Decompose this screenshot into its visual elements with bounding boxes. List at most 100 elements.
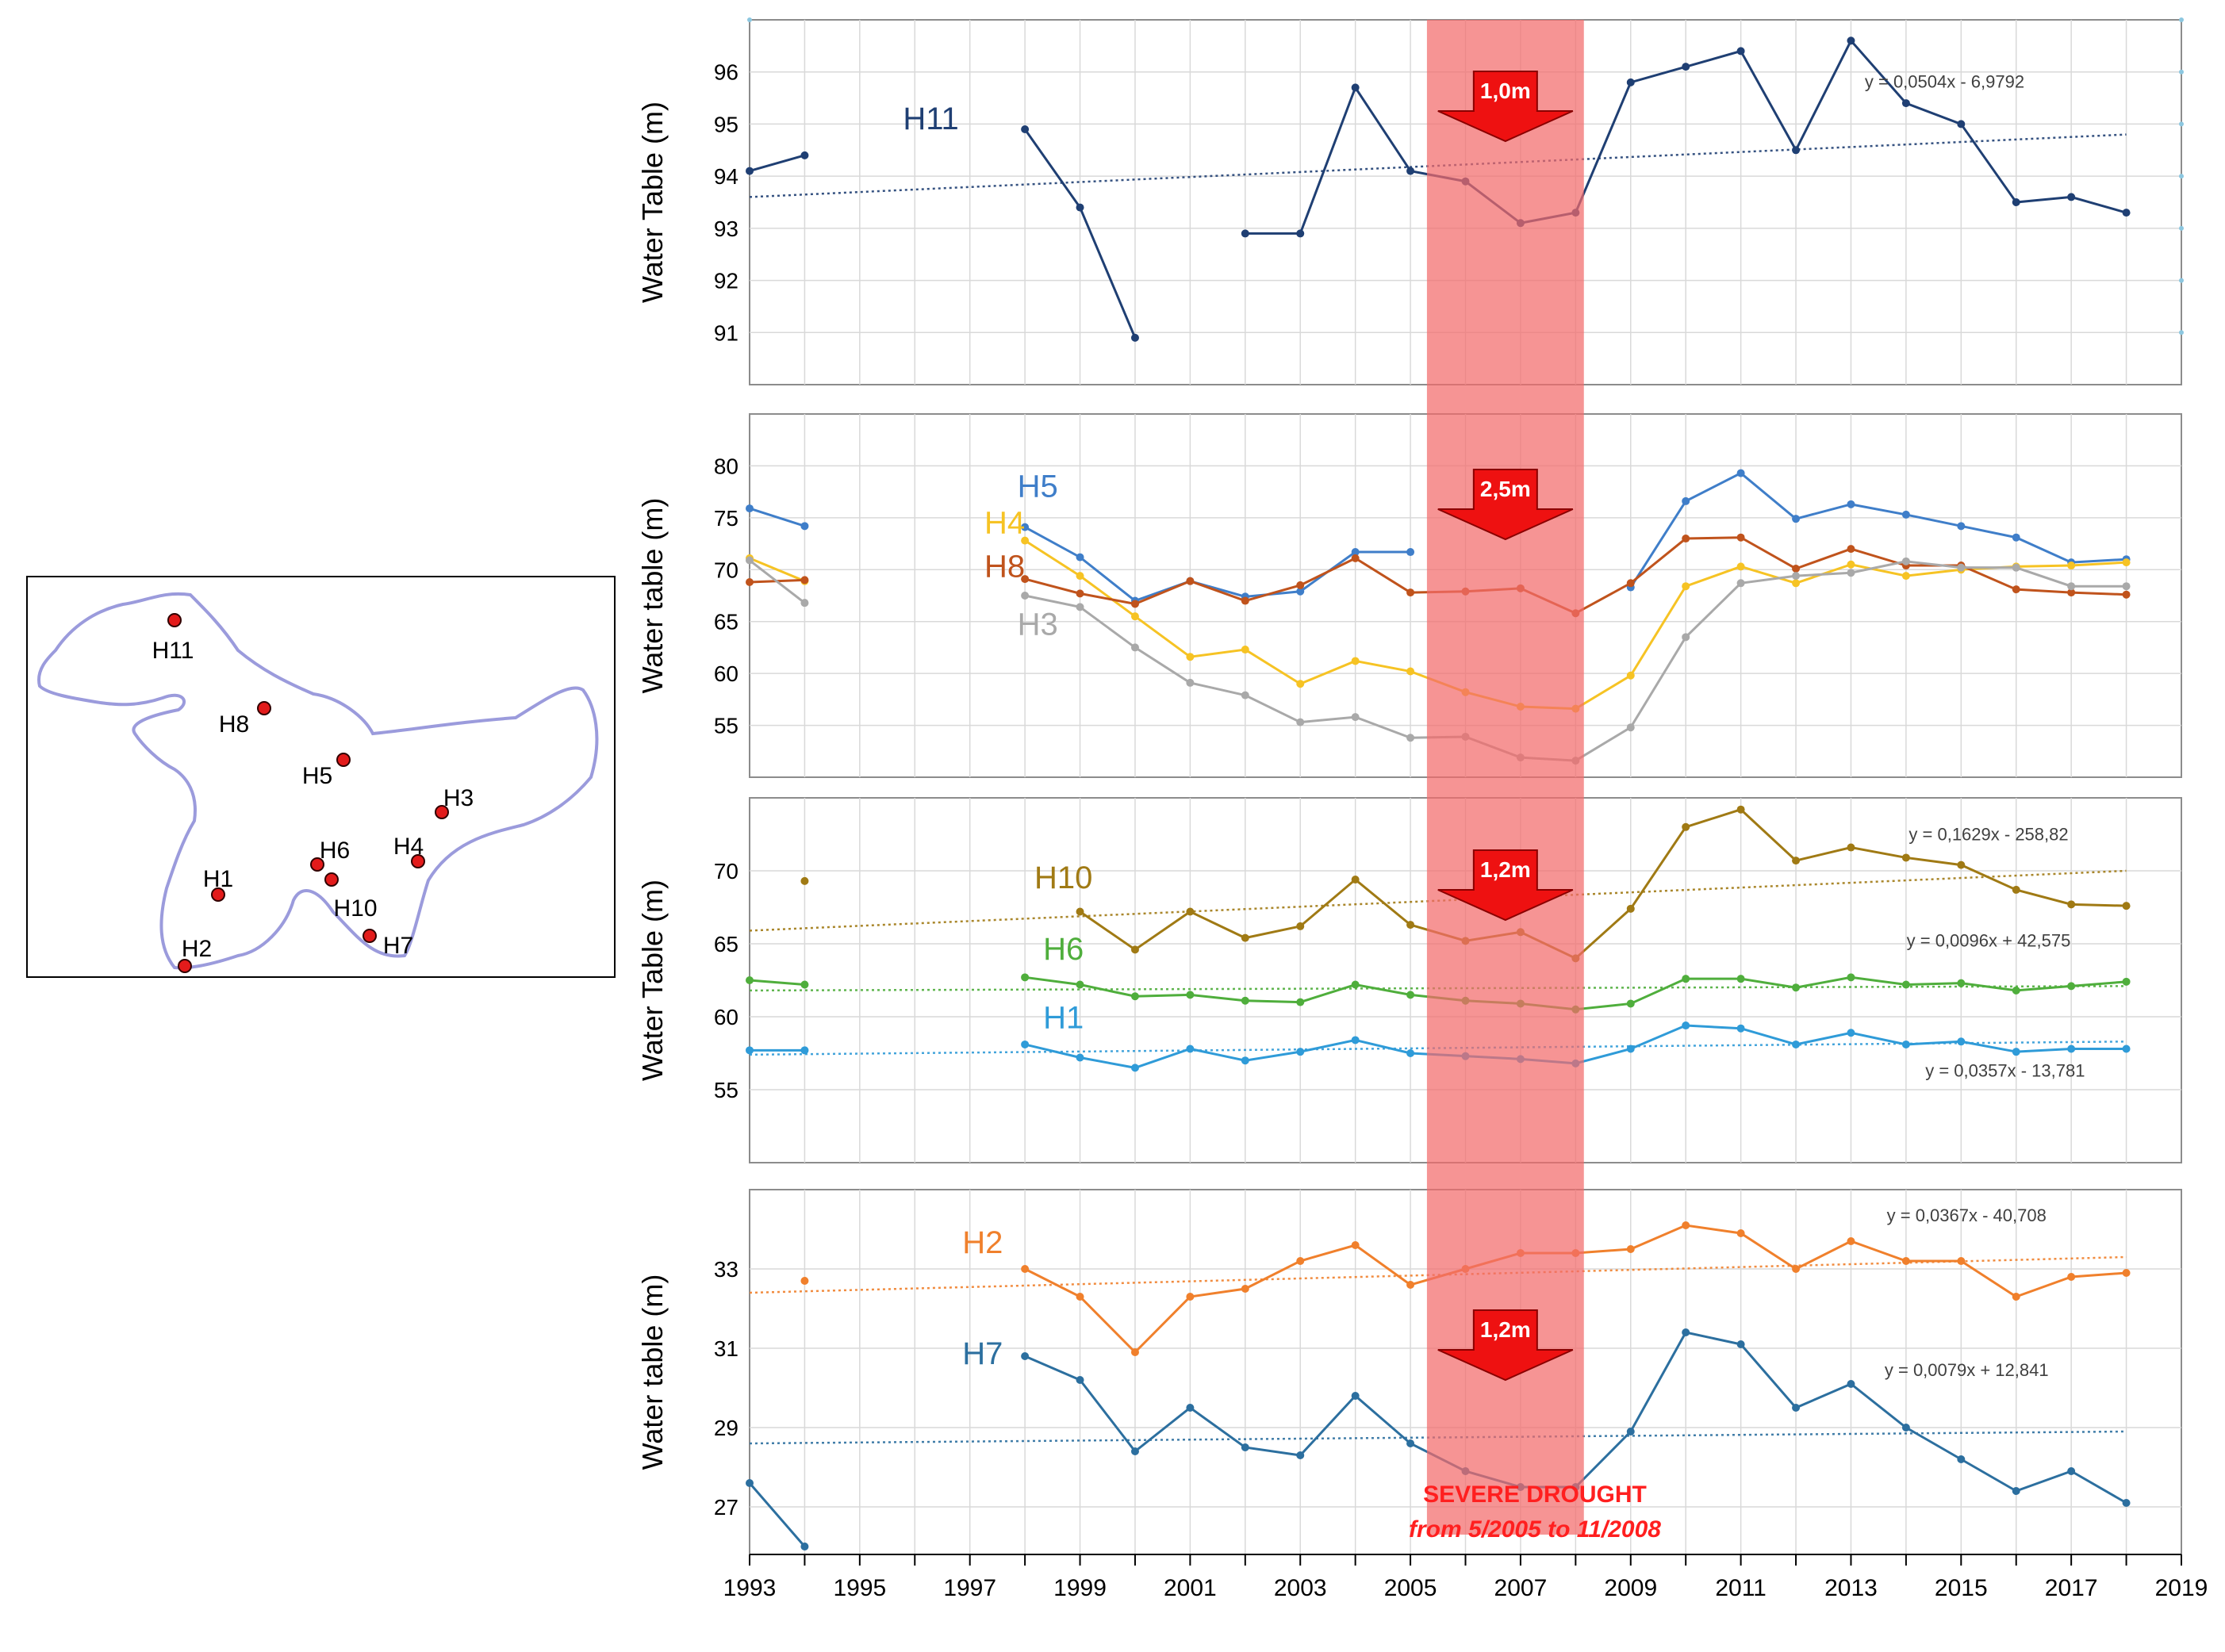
point-h11 xyxy=(1351,83,1360,92)
y-tick-label: 91 xyxy=(714,320,738,345)
point-h11 xyxy=(2067,193,2076,201)
point-h4 xyxy=(2122,558,2131,567)
point-h1 xyxy=(800,1046,809,1055)
series-label-h10: H10 xyxy=(1034,860,1092,895)
point-h4 xyxy=(1130,612,1139,621)
y-tick-label: 60 xyxy=(714,661,738,686)
right-tick-marker xyxy=(2179,17,2184,22)
point-h2 xyxy=(1076,1293,1084,1301)
y-axis-title: Water table (m) xyxy=(636,1274,669,1470)
point-h7 xyxy=(1130,1447,1139,1455)
point-h2 xyxy=(1901,1257,1910,1265)
series-label-h5: H5 xyxy=(1018,470,1058,504)
well-marker-h8 xyxy=(257,701,271,715)
well-marker-h7 xyxy=(363,929,377,943)
point-h3 xyxy=(1957,563,1966,572)
point-h8 xyxy=(1241,596,1249,605)
drop-label: 2,5m xyxy=(1480,477,1531,501)
y-tick-label: 93 xyxy=(714,217,738,241)
point-h6 xyxy=(2122,977,2131,986)
point-h10 xyxy=(1682,822,1690,831)
point-h5 xyxy=(1901,510,1910,519)
point-h3 xyxy=(1682,633,1690,642)
y-tick-label: 95 xyxy=(714,112,738,136)
point-h2 xyxy=(1626,1245,1635,1253)
point-h10 xyxy=(1076,907,1084,916)
x-tick-label: 2003 xyxy=(1274,1575,1327,1601)
trend-equation-h6: y = 0,0096x + 42,575 xyxy=(1907,931,2071,951)
point-h10 xyxy=(2012,885,2020,894)
y-tick-label: 96 xyxy=(714,60,738,85)
point-h7 xyxy=(800,1543,809,1550)
point-h6 xyxy=(1296,998,1305,1006)
point-h3 xyxy=(2012,563,2020,572)
well-marker-h4 xyxy=(411,854,425,868)
x-tick-label: 2005 xyxy=(1384,1575,1437,1601)
drop-label: 1,2m xyxy=(1480,857,1531,882)
point-h10 xyxy=(1847,843,1855,852)
trend-equation-h1: y = 0,0357x - 13,781 xyxy=(1925,1060,2085,1080)
drought-subtitle: from 5/2005 to 11/2008 xyxy=(1409,1516,1661,1543)
point-h5 xyxy=(2012,533,2020,542)
well-label-h2: H2 xyxy=(182,936,212,962)
point-h8 xyxy=(1186,577,1195,585)
point-h4 xyxy=(1901,572,1910,581)
point-h7 xyxy=(1901,1424,1910,1432)
point-h6 xyxy=(1792,983,1801,992)
point-h8 xyxy=(1076,589,1084,598)
point-h8 xyxy=(1682,535,1690,543)
point-h4 xyxy=(1241,646,1249,654)
y-tick-label: 94 xyxy=(714,164,738,189)
point-h5 xyxy=(1076,553,1084,562)
point-h8 xyxy=(1021,575,1030,584)
y-tick-label: 65 xyxy=(714,610,738,634)
series-line-h5 xyxy=(1629,471,2127,588)
point-h6 xyxy=(1736,975,1745,983)
x-tick-label: 1999 xyxy=(1053,1575,1107,1601)
point-h8 xyxy=(1406,588,1415,597)
point-h8 xyxy=(1130,600,1139,608)
point-h3 xyxy=(1736,579,1745,588)
point-h2 xyxy=(800,1277,809,1285)
point-h11 xyxy=(1406,167,1415,175)
point-h1 xyxy=(1351,1036,1360,1044)
point-h7 xyxy=(1351,1392,1360,1400)
point-h8 xyxy=(1626,579,1635,588)
point-h6 xyxy=(1626,999,1635,1008)
point-h1 xyxy=(1406,1049,1415,1057)
well-marker-h11 xyxy=(167,613,182,627)
y-axis-title: Water Table (m) xyxy=(636,102,669,303)
x-tick-label: 2001 xyxy=(1164,1575,1217,1601)
point-h3 xyxy=(746,556,754,565)
drop-label: 1,0m xyxy=(1480,79,1531,103)
point-h7 xyxy=(1296,1451,1305,1459)
series-label-h8: H8 xyxy=(984,549,1025,584)
drought-title: SEVERE DROUGHT xyxy=(1423,1481,1647,1508)
point-h10 xyxy=(800,876,809,885)
trendline-h6 xyxy=(749,985,2127,992)
panel-3: 55 60 65 70 Water Table (m) H10 y = 0,1629x - … xyxy=(636,797,2182,1163)
point-h1 xyxy=(1792,1040,1801,1048)
point-h10 xyxy=(2067,900,2076,909)
point-h6 xyxy=(1186,991,1195,999)
point-h4 xyxy=(1076,572,1084,581)
well-marker-h3 xyxy=(435,805,449,819)
y-tick-label: 65 xyxy=(714,932,738,956)
y-tick-label: 55 xyxy=(714,714,738,738)
point-h5 xyxy=(800,522,809,531)
drop-arrow-3: 1,2m xyxy=(1437,849,1574,922)
drop-arrow-4: 1,2m xyxy=(1437,1309,1574,1382)
drought-band-rect xyxy=(1426,20,1584,1535)
point-h1 xyxy=(1021,1040,1030,1048)
point-h1 xyxy=(2067,1044,2076,1053)
x-tick-label: 2009 xyxy=(1604,1575,1657,1601)
point-h3 xyxy=(1076,603,1084,611)
point-h10 xyxy=(1406,921,1415,929)
point-h1 xyxy=(1901,1040,1910,1048)
point-h4 xyxy=(1021,536,1030,545)
right-tick-marker xyxy=(2179,278,2184,283)
well-label-h7: H7 xyxy=(383,933,413,959)
point-h8 xyxy=(1296,581,1305,589)
